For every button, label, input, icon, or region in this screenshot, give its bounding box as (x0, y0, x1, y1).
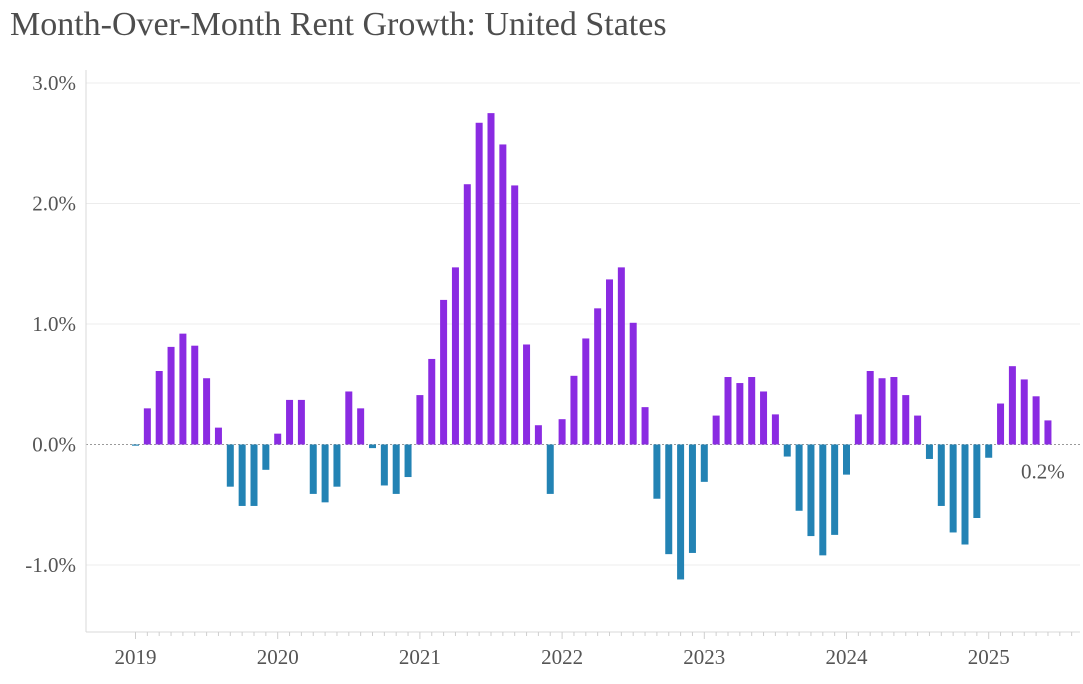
bar (1008, 366, 1016, 445)
x-tick-label: 2025 (968, 645, 1010, 669)
bar (357, 408, 365, 445)
bar (700, 444, 708, 482)
y-tick-label: -1.0% (25, 553, 76, 577)
bar (404, 444, 412, 478)
bar (463, 184, 471, 445)
bar (132, 444, 139, 446)
bar (345, 391, 353, 445)
bar (523, 344, 531, 445)
bar (925, 444, 933, 459)
bar (546, 444, 554, 494)
x-tick-label: 2023 (683, 645, 725, 669)
bar (760, 391, 768, 445)
x-tick-label: 2024 (826, 645, 869, 669)
bar (902, 395, 910, 445)
x-tick-label: 2019 (115, 645, 157, 669)
bar (854, 414, 862, 445)
y-tick-label: 3.0% (32, 71, 76, 95)
bar (949, 444, 957, 533)
bar (369, 444, 376, 449)
x-tick-label: 2021 (399, 645, 441, 669)
bar (487, 113, 495, 445)
bar (380, 444, 388, 486)
bar (677, 444, 685, 580)
bar (831, 444, 839, 535)
bar (179, 333, 187, 445)
bar (997, 403, 1005, 445)
gridlines (86, 82, 1080, 566)
bar (653, 444, 661, 499)
bar (286, 399, 294, 445)
bar (961, 444, 969, 545)
bar (511, 185, 519, 445)
chart-title: Month-Over-Month Rent Growth: United Sta… (10, 6, 667, 43)
bar (688, 444, 696, 553)
y-tick-label: 0.0% (32, 433, 76, 457)
bar (819, 444, 827, 556)
bar (937, 444, 945, 506)
bar (1020, 379, 1028, 445)
bar (167, 346, 175, 445)
axes (85, 70, 1080, 639)
bar (570, 375, 578, 445)
bar (771, 414, 779, 445)
bar (1044, 420, 1052, 445)
bar (297, 399, 305, 445)
bar (914, 415, 922, 445)
bar (736, 383, 744, 445)
bar (155, 371, 163, 445)
bar (890, 377, 898, 445)
bar (617, 267, 625, 445)
bar (534, 425, 542, 445)
bar (629, 322, 637, 445)
bar (226, 444, 234, 487)
bar (203, 378, 211, 445)
bar (1032, 396, 1040, 445)
bar (973, 444, 981, 518)
bar (238, 444, 246, 506)
bar (878, 378, 886, 445)
bar (309, 444, 317, 494)
bar (866, 371, 874, 445)
bar (594, 308, 602, 445)
bar (558, 419, 566, 445)
bar (606, 279, 613, 445)
bar (807, 444, 815, 537)
bar (724, 377, 732, 445)
bar (250, 444, 258, 506)
bar (475, 122, 483, 445)
bar (748, 377, 756, 445)
x-tick-label: 2020 (257, 645, 299, 669)
bar (274, 433, 282, 445)
y-tick-label: 1.0% (32, 312, 76, 336)
latest-value-label: 0.2% (1021, 460, 1065, 484)
bar (582, 338, 590, 445)
bar (451, 267, 459, 445)
x-tick-label: 2022 (541, 645, 583, 669)
bar (440, 299, 448, 445)
bar (985, 444, 993, 458)
bar (143, 408, 151, 445)
labels: 3.0% 2.0% 1.0% 0.0% -1.0% 2019 2020 2021 2022 202… (25, 71, 1064, 669)
bar (499, 144, 507, 445)
bar (795, 444, 803, 511)
bar (333, 444, 341, 487)
bar (783, 444, 791, 457)
bar (392, 444, 400, 494)
bar (191, 345, 199, 445)
bar (843, 444, 850, 475)
y-tick-label: 2.0% (32, 192, 76, 216)
bar (665, 444, 673, 555)
bar (712, 415, 720, 445)
bar (214, 427, 222, 445)
bar (641, 407, 649, 445)
bar (416, 395, 424, 445)
bar (262, 444, 270, 470)
bar (428, 358, 436, 445)
bar (321, 444, 329, 503)
bars (132, 113, 1052, 580)
